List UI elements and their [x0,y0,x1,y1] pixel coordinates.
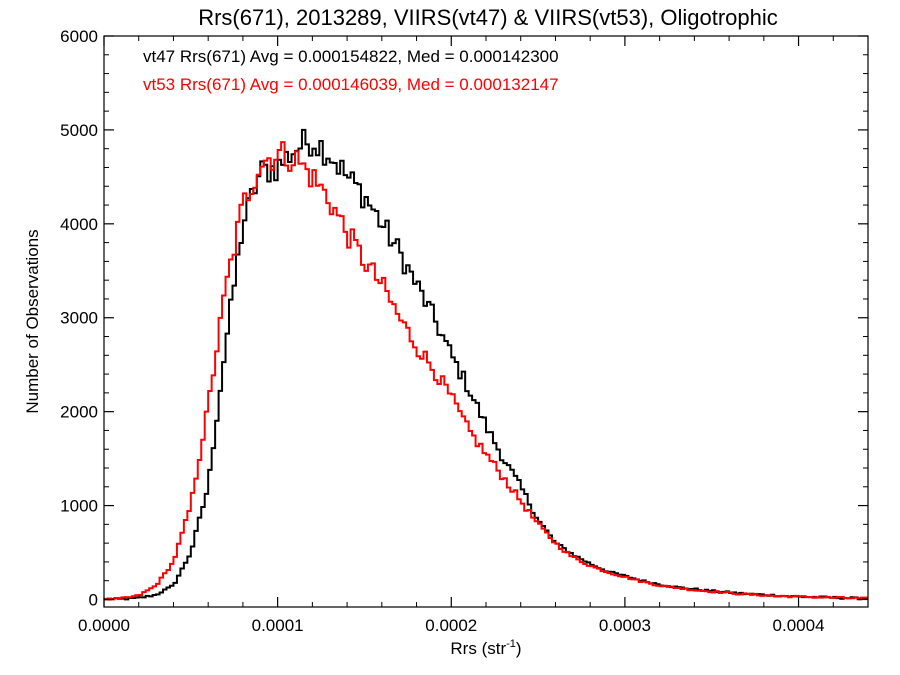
y-tick-label: 5000 [60,121,98,140]
histogram-series-vt53 [104,141,868,601]
y-tick-label: 3000 [60,309,98,328]
legend-entry: vt53 Rrs(671) Avg = 0.000146039, Med = 0… [143,75,559,94]
y-axis-label: Number of Observations [23,229,42,413]
x-tick-label: 0.0002 [425,616,477,635]
legend: vt47 Rrs(671) Avg = 0.000154822, Med = 0… [143,47,559,94]
x-axis-label-tail: ) [516,639,522,658]
x-axis-label-base: Rrs (str [450,639,506,658]
legend-entry: vt47 Rrs(671) Avg = 0.000154822, Med = 0… [143,47,559,66]
y-tick-label: 4000 [60,215,98,234]
y-tick-label: 2000 [60,403,98,422]
x-axis-label: Rrs (str-1) [450,638,521,658]
y-axis: 0 1000 2000 3000 4000 5000 6000 [60,27,868,609]
y-tick-label: 1000 [60,497,98,516]
chart-title: Rrs(671), 2013289, VIIRS(vt47) & VIIRS(v… [198,5,778,30]
histogram-series-vt47 [104,128,868,601]
x-tick-label: 0.0003 [599,616,651,635]
y-tick-label: 0 [89,590,98,609]
x-axis-label-exponent: -1 [506,638,516,650]
x-tick-label: 0.0004 [773,616,825,635]
y-tick-label: 6000 [60,27,98,46]
x-tick-label: 0.0001 [252,616,304,635]
x-tick-label: 0.0000 [78,616,130,635]
plot-area [104,128,868,601]
x-axis: 0.0000 0.0001 0.0002 0.0003 0.0004 [78,36,834,635]
